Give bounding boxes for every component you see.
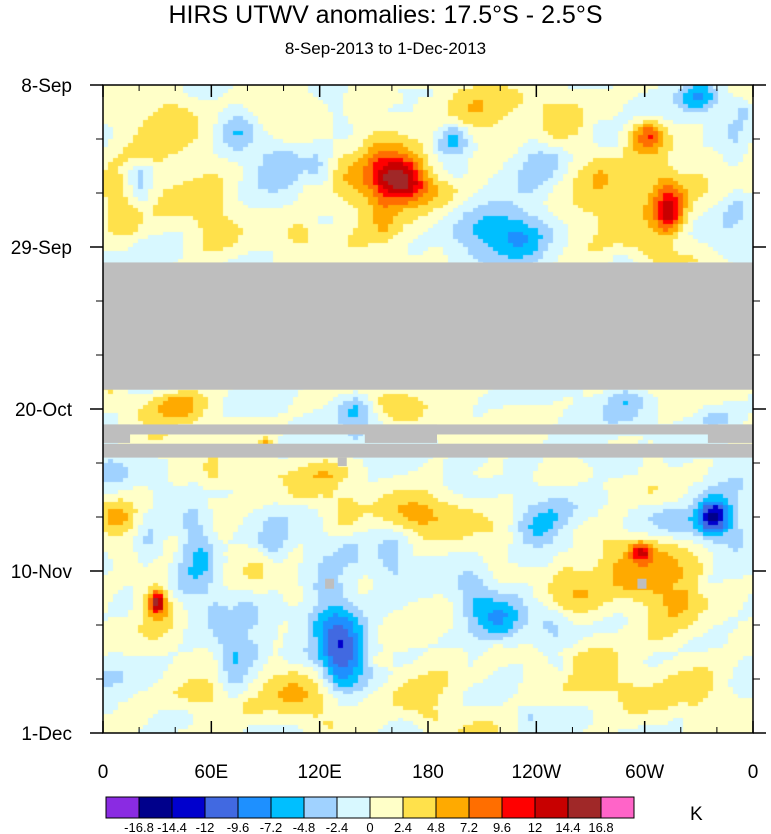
x-tick-label: 120W [512, 762, 562, 783]
missing-data-patch [325, 578, 335, 589]
colorbar-label: -16.8 [124, 820, 154, 834]
colorbar-label: -9.6 [227, 820, 249, 834]
colorbar-label: 4.8 [427, 820, 445, 834]
colorbar-swatch [303, 796, 338, 819]
colorbar-swatch [237, 796, 272, 819]
chart-subtitle: 8-Sep-2013 to 1-Dec-2013 [284, 39, 487, 58]
colorbar-swatch [567, 796, 602, 819]
colorbar-label: 14.4 [555, 820, 580, 834]
colorbar-label: -4.8 [293, 820, 315, 834]
colorbar-swatch [534, 796, 569, 819]
colorbar-swatch [501, 796, 536, 819]
colorbar-swatch [138, 796, 173, 819]
anomaly-field [103, 85, 753, 733]
colorbar-swatch [435, 796, 470, 819]
y-tick-label: 1-Dec [21, 724, 72, 745]
colorbar-label: -7.2 [260, 820, 282, 834]
x-tick-label: 60W [625, 762, 664, 783]
colorbar-swatch [270, 796, 305, 819]
x-tick-label: 60E [194, 762, 228, 783]
axes: 0 60E 120E 180 120W 60W 0 8-Sep 29-Sep 20-Oct 10-N… [11, 76, 766, 783]
colorbar-swatch [171, 796, 206, 819]
missing-data-patch [103, 424, 131, 443]
missing-data-patch [637, 578, 647, 589]
y-tick-label: 29-Sep [11, 238, 72, 259]
colorbar-label: 2.4 [394, 820, 412, 834]
missing-data-patch [364, 424, 438, 443]
colorbar-label: -14.4 [157, 820, 187, 834]
colorbar-label: -2.4 [326, 820, 348, 834]
x-tick-label: 120E [297, 762, 341, 783]
y-tick-label: 10-Nov [11, 562, 73, 583]
y-tick-label: 8-Sep [21, 76, 72, 97]
y-tick-label: 20-Oct [15, 400, 73, 421]
colorbar-swatch [204, 796, 239, 819]
x-tick-label: 0 [98, 762, 109, 783]
colorbar-label: 12 [528, 820, 542, 834]
missing-data-patch [707, 424, 753, 443]
colorbar-swatch [402, 796, 437, 819]
colorbar-swatch [468, 796, 503, 819]
missing-data-band [103, 262, 753, 390]
missing-data-patch [337, 457, 347, 467]
colorbar-label: 7.2 [460, 820, 478, 834]
plot-area [103, 85, 753, 733]
colorbar-label: 9.6 [493, 820, 511, 834]
colorbar-label: -12 [196, 820, 215, 834]
colorbar-units-label: K [690, 804, 703, 825]
x-tick-label: 180 [412, 762, 444, 783]
colorbar-swatch [336, 796, 371, 819]
x-tick-label: 0 [748, 762, 759, 783]
colorbar-swatch [369, 796, 404, 819]
colorbar-label: 0 [366, 820, 373, 834]
missing-data-band [103, 443, 753, 458]
colorbar: -16.8 -14.4 -12 -9.6 -7.2 -4.8 -2.4 0 2.4 4.8 7.2 9… [105, 796, 635, 834]
colorbar-swatch [105, 796, 140, 819]
chart-title: HIRS UTWV anomalies: 17.5°S - 2.5°S [168, 1, 603, 29]
colorbar-swatch [600, 796, 635, 819]
colorbar-label: 16.8 [588, 820, 613, 834]
